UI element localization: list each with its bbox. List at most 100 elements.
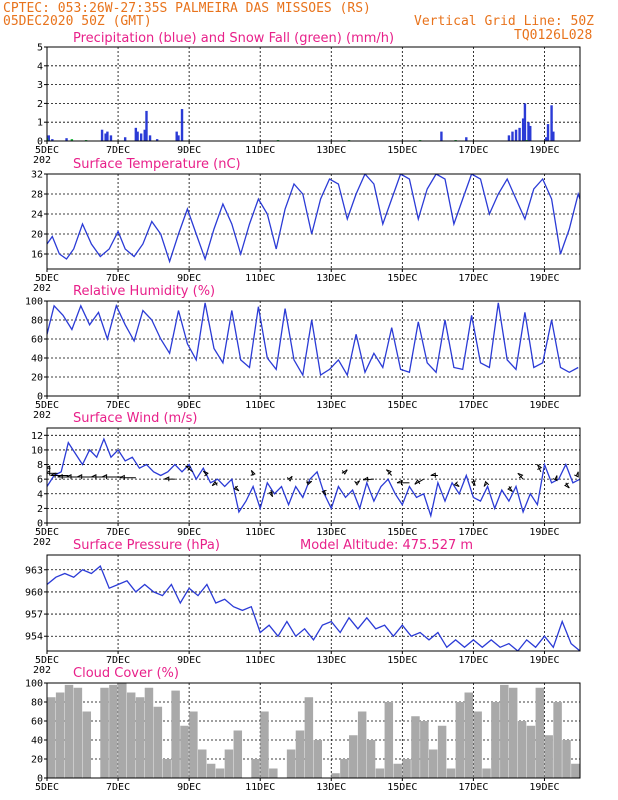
cloud-bar [517,721,527,778]
y-tick-label: 6 [37,475,43,486]
cloud-bar [73,687,83,778]
panel-temperature: 16 20 24 28 32 5DEC 7DEC 9DEC 11DEC 13DEC 15DEC 17D… [31,157,581,294]
x-tick-label: 19DEC [529,782,559,793]
snow-bar [70,139,74,141]
precip-bar [507,135,511,141]
precip-bar [104,133,107,141]
cloud-bar [206,763,216,778]
x-tick-label: 5DEC [35,400,59,411]
x-tick-label: 13DEC [316,273,346,284]
precip-bar [180,109,184,141]
precip-bar [177,135,180,141]
y-tick-label: 32 [31,170,43,181]
cloud-bar [171,690,180,778]
y-tick-label: 2 [37,99,43,110]
precip-bar [143,129,146,141]
x-tick-label: 11DEC [245,400,275,411]
precip-bar [109,135,113,141]
precip-bar [440,131,443,141]
cloud-bar [260,711,269,778]
cloud-bar [482,768,491,778]
y-tick-label: 20 [31,230,43,241]
x-tick-label: 15DEC [387,782,417,793]
cloud-bar [357,711,367,778]
pressure-panel-title: Surface Pressure (hPa) [73,538,220,553]
wind-arrow-head [321,489,327,496]
plot-area-precip [47,103,555,141]
precip-bar [527,122,530,141]
y-tick-label: 0 [37,137,43,148]
y-tick-label: 954 [25,632,43,643]
x-tick-label: 13DEC [316,527,346,538]
y-tick-label: 28 [31,190,43,201]
wind-arrow-head [430,472,436,478]
x-year-fragment: 202 [33,665,51,676]
wind-arrow-head [386,469,392,475]
y-tick-label: 5 [37,43,43,54]
x-year-fragment: 202 [33,537,51,548]
wind-arrow-shaft [363,478,374,481]
cloud-bar [233,730,243,778]
wind-arrow-shaft [341,469,348,474]
y-tick-label: 0 [37,392,43,403]
wind-arrow-head [119,474,125,480]
wind-arrow-head [47,465,51,471]
x-tick-label: 7DEC [106,527,130,538]
cloud-bar [55,692,65,778]
panel-pressure: 954 957 960 963 5DEC 7DEC 9DEC 11DEC 13DEC 15DEC 1… [25,538,581,676]
precip-bar [511,131,514,141]
precip-bar [465,137,468,141]
x-tick-label: 15DEC [387,655,417,666]
cloud-bar [562,740,571,778]
x-tick-label: 17DEC [458,527,488,538]
x-tick-label: 11DEC [245,145,275,156]
y-tick-label: 3 [37,80,43,91]
x-tick-label: 11DEC [245,273,275,284]
wind-arrow-head [286,475,293,482]
x-tick-label: 9DEC [177,400,201,411]
precip-bar [523,103,527,141]
panel-frame [46,682,581,779]
cloud-bar [64,684,74,778]
cloud-bar [215,768,225,778]
header-date-line: 05DEC2020 50Z (GMT) [3,14,152,29]
panel-humidity: 0 20 40 60 80 100 5DEC 7DEC 9DEC 11DEC 13DEC 15DEC 1… [25,284,581,421]
precip-bar [148,135,152,141]
humidity-series-line [47,302,579,378]
wind-arrow-shaft [385,469,393,476]
x-tick-label: 13DEC [316,782,346,793]
wind-arrow-head [564,482,570,489]
humidity-panel-title: Relative Humidity (%) [73,284,215,299]
wind-arrow-head [453,481,460,487]
wind-arrow-head [185,465,192,471]
wind-series-line [47,437,580,519]
y-tick-label: 12 [31,431,43,442]
cloud-bar [304,697,314,778]
x-year-fragment: 202 [33,283,51,294]
x-tick-label: 13DEC [316,655,346,666]
wind-arrow-head [396,479,402,485]
wind-arrow-head [91,473,97,480]
cloud-bar [384,702,394,778]
precip-bar [134,127,138,141]
cloud-bar [251,759,260,778]
header-station-line: CPTEC: 053:26W-27:35S PALMEIRA DAS MISSO… [3,1,371,16]
cloud-bar [571,763,580,778]
wind-arrow-head [268,491,274,498]
y-tick-label: 16 [31,250,43,261]
x-tick-label: 19DEC [529,655,559,666]
y-tick-label: 20 [31,373,43,384]
cloud-bar [144,687,154,778]
precip-bar [546,124,550,141]
wind-arrow-head [362,476,369,482]
y-tick-label: 20 [31,755,43,766]
cloud-bar [340,759,349,778]
plot-area-cloud [47,683,580,778]
x-tick-label: 7DEC [106,400,130,411]
x-tick-label: 19DEC [529,273,559,284]
y-tick-label: 10 [31,445,43,456]
panel-cloud: 0 20 40 60 80 100 5DEC 7DEC 9DEC 11DEC 13DEC 15DEC 1… [25,666,581,793]
cloud-bar [402,759,411,778]
x-tick-label: 11DEC [245,655,275,666]
y-tick-label: 4 [37,61,43,72]
